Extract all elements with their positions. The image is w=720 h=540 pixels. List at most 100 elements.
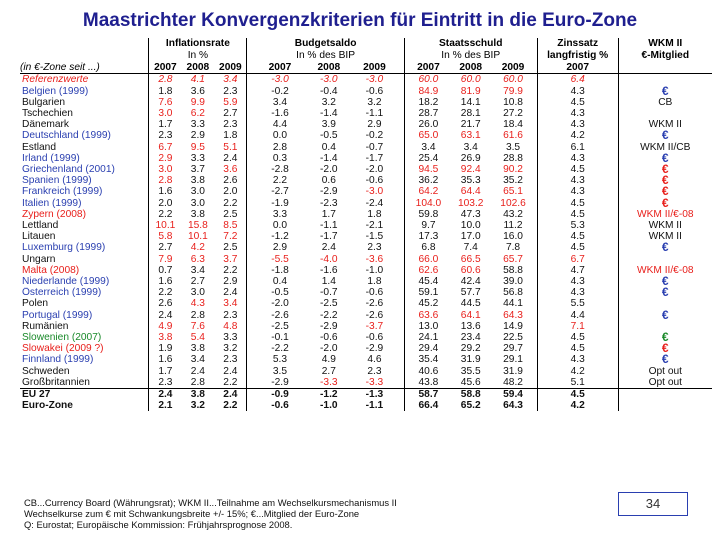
value-cell: -1.3	[345, 388, 405, 401]
value-cell: -2.5	[246, 320, 313, 333]
value-cell: 4.3	[536, 287, 619, 299]
value-cell: 2.2	[223, 264, 238, 276]
value-cell: 4.3	[536, 119, 619, 131]
erm-status: WKM II/€-08	[617, 208, 712, 221]
value-cell: 2.3	[148, 376, 182, 389]
value-cell: -1.1	[365, 108, 384, 119]
value-cell: 2.8	[190, 376, 205, 388]
value-cell: 66.5	[460, 253, 481, 265]
country-name: Dänemark	[22, 119, 69, 131]
erm-status: €	[617, 332, 712, 344]
value-cell: -1.4	[320, 108, 338, 119]
value-cell: 0.0	[246, 220, 313, 232]
value-cell: 103.2	[457, 197, 484, 209]
value-cell: -2.2	[246, 343, 313, 355]
value-cell: 63.6	[403, 309, 453, 321]
value-cell: 7.8	[505, 242, 521, 254]
value-cell: 2.4	[148, 309, 182, 321]
page-number: 34	[618, 492, 688, 516]
value-cell: 48.2	[503, 376, 523, 388]
value-cell: -0.5	[246, 287, 313, 299]
value-cell: 60.0	[460, 74, 481, 86]
header-blank	[20, 38, 149, 50]
value-cell: 6.8	[403, 242, 453, 254]
table-row: Zypern (2008) 2.2 3.8 2.5 3.3 1.7 1.8 59.8 47.3 4…	[20, 208, 712, 221]
header-year: 2008	[452, 61, 490, 75]
value-cell: -2.2	[320, 309, 338, 321]
value-cell: 8.5	[223, 220, 238, 232]
value-cell: 2.1	[148, 400, 182, 412]
header-year: 2007	[148, 61, 182, 75]
value-cell: 1.9	[148, 343, 182, 355]
value-cell: 4.3	[536, 175, 619, 187]
value-cell: 28.8	[503, 152, 523, 164]
value-cell: 47.3	[460, 208, 481, 220]
value-cell: 45.4	[403, 276, 453, 288]
country-name: Luxemburg (1999)	[22, 242, 106, 254]
value-cell: 23.4	[460, 332, 481, 344]
value-cell: 0.4	[321, 141, 336, 153]
value-cell: 2.5	[223, 208, 238, 220]
header-year: 2008	[181, 61, 215, 75]
value-cell: -1.6	[246, 108, 313, 120]
value-cell: -1.7	[320, 231, 338, 243]
value-cell: 4.2	[536, 130, 619, 142]
value-cell: 3.0	[190, 186, 205, 198]
country-name: Österreich (1999)	[22, 287, 102, 299]
value-cell: 58.8	[503, 264, 523, 276]
value-cell: 9.7	[403, 220, 453, 232]
value-cell: 4.5	[536, 231, 619, 243]
table-row: Euro-Zone 2.1 3.2 2.2 -0.6 -1.0 -1.1 66.4 65.2 64…	[20, 400, 712, 412]
value-cell: 56.8	[503, 287, 523, 299]
table-row: Frankreich (1999) 1.6 3.0 2.0 -2.7 -2.9 -3.0 64…	[20, 186, 712, 198]
country-name: Ungarn	[22, 253, 56, 265]
value-cell: 0.7	[148, 264, 182, 277]
erm-status: Opt out	[617, 376, 712, 389]
country-name: Slowenien (2007)	[22, 332, 102, 344]
country-name: Referenzwerte	[22, 74, 89, 86]
value-cell: -2.9	[320, 186, 338, 198]
value-cell: 4.2	[536, 365, 619, 377]
header-erm: WKM II	[617, 38, 712, 50]
header-year: 2009	[489, 61, 538, 75]
value-cell: 6.7	[536, 253, 619, 265]
erm-status: €	[617, 309, 712, 321]
value-cell: 3.4	[223, 298, 238, 310]
country-name: Malta (2008)	[22, 264, 80, 276]
value-cell: 64.4	[460, 186, 481, 198]
value-cell: 13.6	[460, 320, 481, 332]
country-name: Finnland (1999)	[22, 354, 94, 366]
value-cell: 5.1	[536, 376, 619, 389]
erm-status: Opt out	[617, 365, 712, 377]
value-cell: 5.5	[536, 298, 619, 310]
value-cell: 4.5	[536, 164, 619, 176]
value-cell: 43.2	[503, 208, 523, 220]
header-inflation-unit: In %	[148, 49, 247, 62]
value-cell: 2.5	[223, 242, 238, 254]
value-cell: 1.8	[223, 130, 238, 142]
value-cell: 39.0	[503, 276, 523, 288]
table-row: Lettland 10.1 15.8 8.5 0.0 -1.1 -2.1 9.7 10.0 11.…	[20, 220, 712, 232]
value-cell: 2.0	[148, 197, 182, 209]
country-name: Bulgarien	[22, 96, 66, 108]
value-cell: 5.4	[190, 332, 205, 344]
value-cell: 1.6	[148, 354, 182, 366]
value-cell: 2.3	[223, 309, 238, 321]
value-cell: 1.8	[367, 208, 382, 220]
value-cell: 2.4	[321, 242, 336, 254]
table-row: Rumänien 4.9 7.6 4.8 -2.5 -2.9 -3.7 13.0 13.6 14.…	[20, 320, 712, 333]
value-cell: 1.7	[321, 208, 336, 220]
value-cell: 18.2	[403, 96, 453, 108]
value-cell: 0.3	[246, 152, 313, 165]
header-erm-blank	[617, 61, 712, 75]
value-cell: -2.6	[246, 309, 313, 321]
value-cell: 4.5	[536, 242, 619, 254]
header-budget: Budgetsaldo	[246, 38, 405, 50]
value-cell: -2.4	[365, 197, 384, 209]
value-cell: -0.5	[320, 130, 338, 142]
value-cell: 21.7	[460, 119, 481, 131]
table-row: Griechenland (2001) 3.0 3.7 3.6 -2.8 -2.0 -2.0…	[20, 164, 712, 176]
erm-status: €	[617, 354, 712, 366]
value-cell: 2.2	[223, 400, 238, 412]
value-cell: 2.3	[223, 85, 238, 97]
